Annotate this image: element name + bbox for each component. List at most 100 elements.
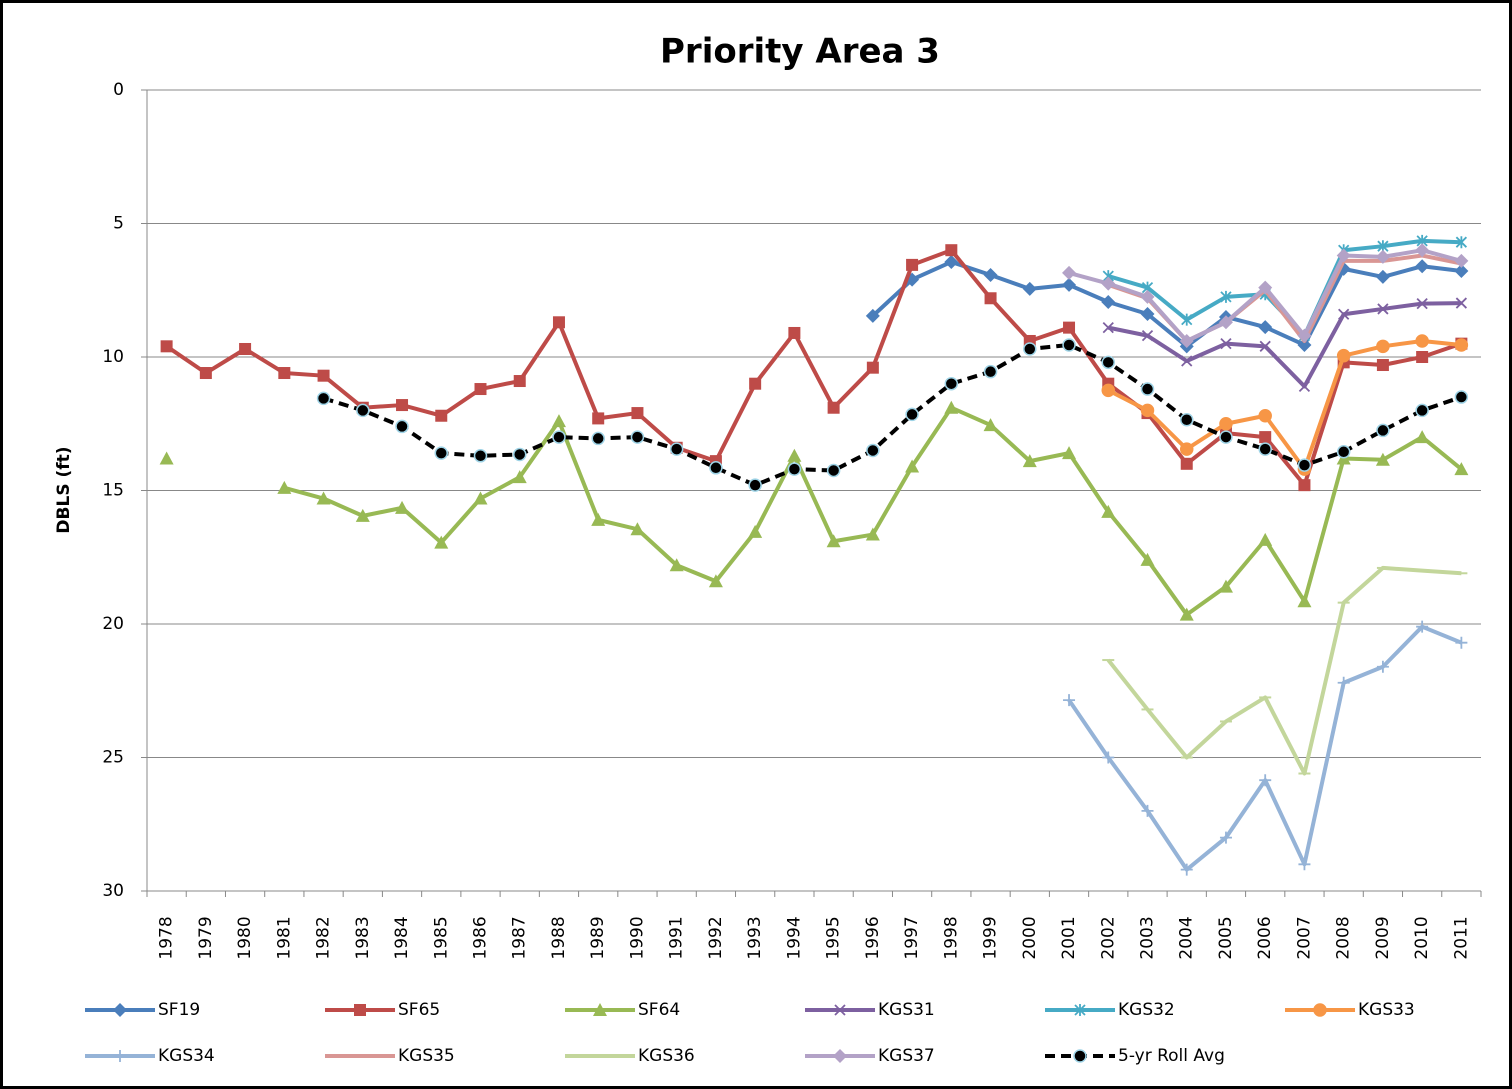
data-point <box>630 430 645 444</box>
legend-label: KGS33 <box>1358 1000 1415 1020</box>
data-point <box>905 459 920 473</box>
data-point <box>1141 804 1154 817</box>
data-point <box>1179 412 1194 427</box>
y-tick-label: 5 <box>113 214 124 234</box>
data-point <box>1375 452 1390 466</box>
data-point <box>316 391 331 406</box>
data-point <box>1179 442 1194 456</box>
data-point <box>1102 321 1114 334</box>
data-point <box>1375 269 1390 284</box>
x-tick-label: 2004 <box>1177 916 1197 959</box>
data-point <box>434 535 449 549</box>
data-point <box>159 451 174 465</box>
y-tick-label: 20 <box>102 614 124 634</box>
data-point <box>1376 359 1389 372</box>
data-point <box>1415 334 1429 348</box>
x-tick-label: 1993 <box>745 916 765 959</box>
data-point <box>944 254 959 269</box>
data-point <box>1219 417 1233 431</box>
data-point <box>1179 333 1194 348</box>
legend-marker <box>114 1050 126 1062</box>
data-point <box>1101 355 1116 370</box>
data-point <box>787 462 802 476</box>
x-tick-label: 1990 <box>627 916 647 959</box>
data-point <box>1376 423 1390 438</box>
data-point <box>1298 380 1311 393</box>
data-point <box>1219 430 1233 444</box>
data-point <box>1454 338 1469 352</box>
data-point <box>1416 620 1429 633</box>
legend-label: SF64 <box>638 1000 680 1020</box>
data-point <box>983 364 998 379</box>
data-point <box>1298 479 1311 492</box>
x-tick-label: 1979 <box>196 916 216 959</box>
data-point <box>630 522 645 536</box>
data-point <box>1140 403 1155 418</box>
data-point <box>278 367 291 380</box>
series-line <box>322 342 1463 488</box>
data-point <box>513 375 526 388</box>
x-tick-label: 1984 <box>392 916 412 959</box>
y-tick-label: 10 <box>102 347 124 367</box>
data-point <box>199 367 212 380</box>
data-point <box>1455 636 1468 649</box>
data-point <box>317 369 330 382</box>
x-tick-label: 1988 <box>549 916 569 959</box>
data-point <box>788 326 801 339</box>
data-point <box>865 308 880 323</box>
data-point <box>1140 289 1155 304</box>
data-point <box>1258 280 1273 295</box>
data-point <box>1181 313 1193 326</box>
series-line <box>1107 301 1462 389</box>
x-tick-label: 1994 <box>784 916 804 959</box>
x-tick-label: 2009 <box>1373 916 1393 959</box>
data-point <box>1454 253 1469 268</box>
data-point <box>1336 248 1351 263</box>
data-point <box>356 403 370 418</box>
data-point <box>1140 552 1155 566</box>
data-point <box>435 409 448 422</box>
data-point <box>160 340 173 353</box>
data-point <box>396 399 409 412</box>
legend-marker <box>1074 1004 1086 1016</box>
data-point <box>983 268 998 283</box>
data-point <box>1140 382 1155 396</box>
data-point <box>669 558 684 572</box>
data-point <box>1062 338 1076 352</box>
data-point <box>473 449 488 463</box>
legend-marker <box>593 1003 607 1016</box>
data-point <box>512 470 527 484</box>
data-point <box>1259 774 1272 787</box>
data-point <box>1415 243 1430 258</box>
data-point <box>1062 277 1077 292</box>
x-tick-label: 1982 <box>314 916 334 959</box>
data-point <box>1101 383 1116 398</box>
data-point <box>748 478 762 492</box>
data-point <box>1259 340 1271 352</box>
data-point <box>1297 458 1312 472</box>
data-point <box>1298 858 1311 871</box>
data-point <box>1297 337 1312 352</box>
data-point <box>984 292 997 305</box>
data-point <box>709 461 723 475</box>
y-axis-label: DBLS (ft) <box>54 446 74 533</box>
legend-marker <box>354 1004 366 1016</box>
data-point <box>1102 751 1115 764</box>
data-point <box>1415 259 1430 274</box>
data-point <box>748 524 763 538</box>
data-point <box>1376 339 1390 354</box>
x-tick-label: 1999 <box>981 916 1001 959</box>
legend-marker <box>1073 1049 1087 1063</box>
legend-label: KGS34 <box>158 1046 215 1066</box>
data-point <box>1258 442 1272 456</box>
x-tick-label: 1992 <box>706 916 726 959</box>
data-point <box>1258 320 1273 335</box>
data-point <box>983 418 998 432</box>
data-point <box>1376 660 1389 673</box>
x-tick-label: 2008 <box>1334 916 1354 959</box>
data-point <box>1377 303 1389 315</box>
data-point <box>1022 281 1037 296</box>
x-tick-label: 2011 <box>1451 916 1471 959</box>
data-point <box>1337 676 1350 689</box>
